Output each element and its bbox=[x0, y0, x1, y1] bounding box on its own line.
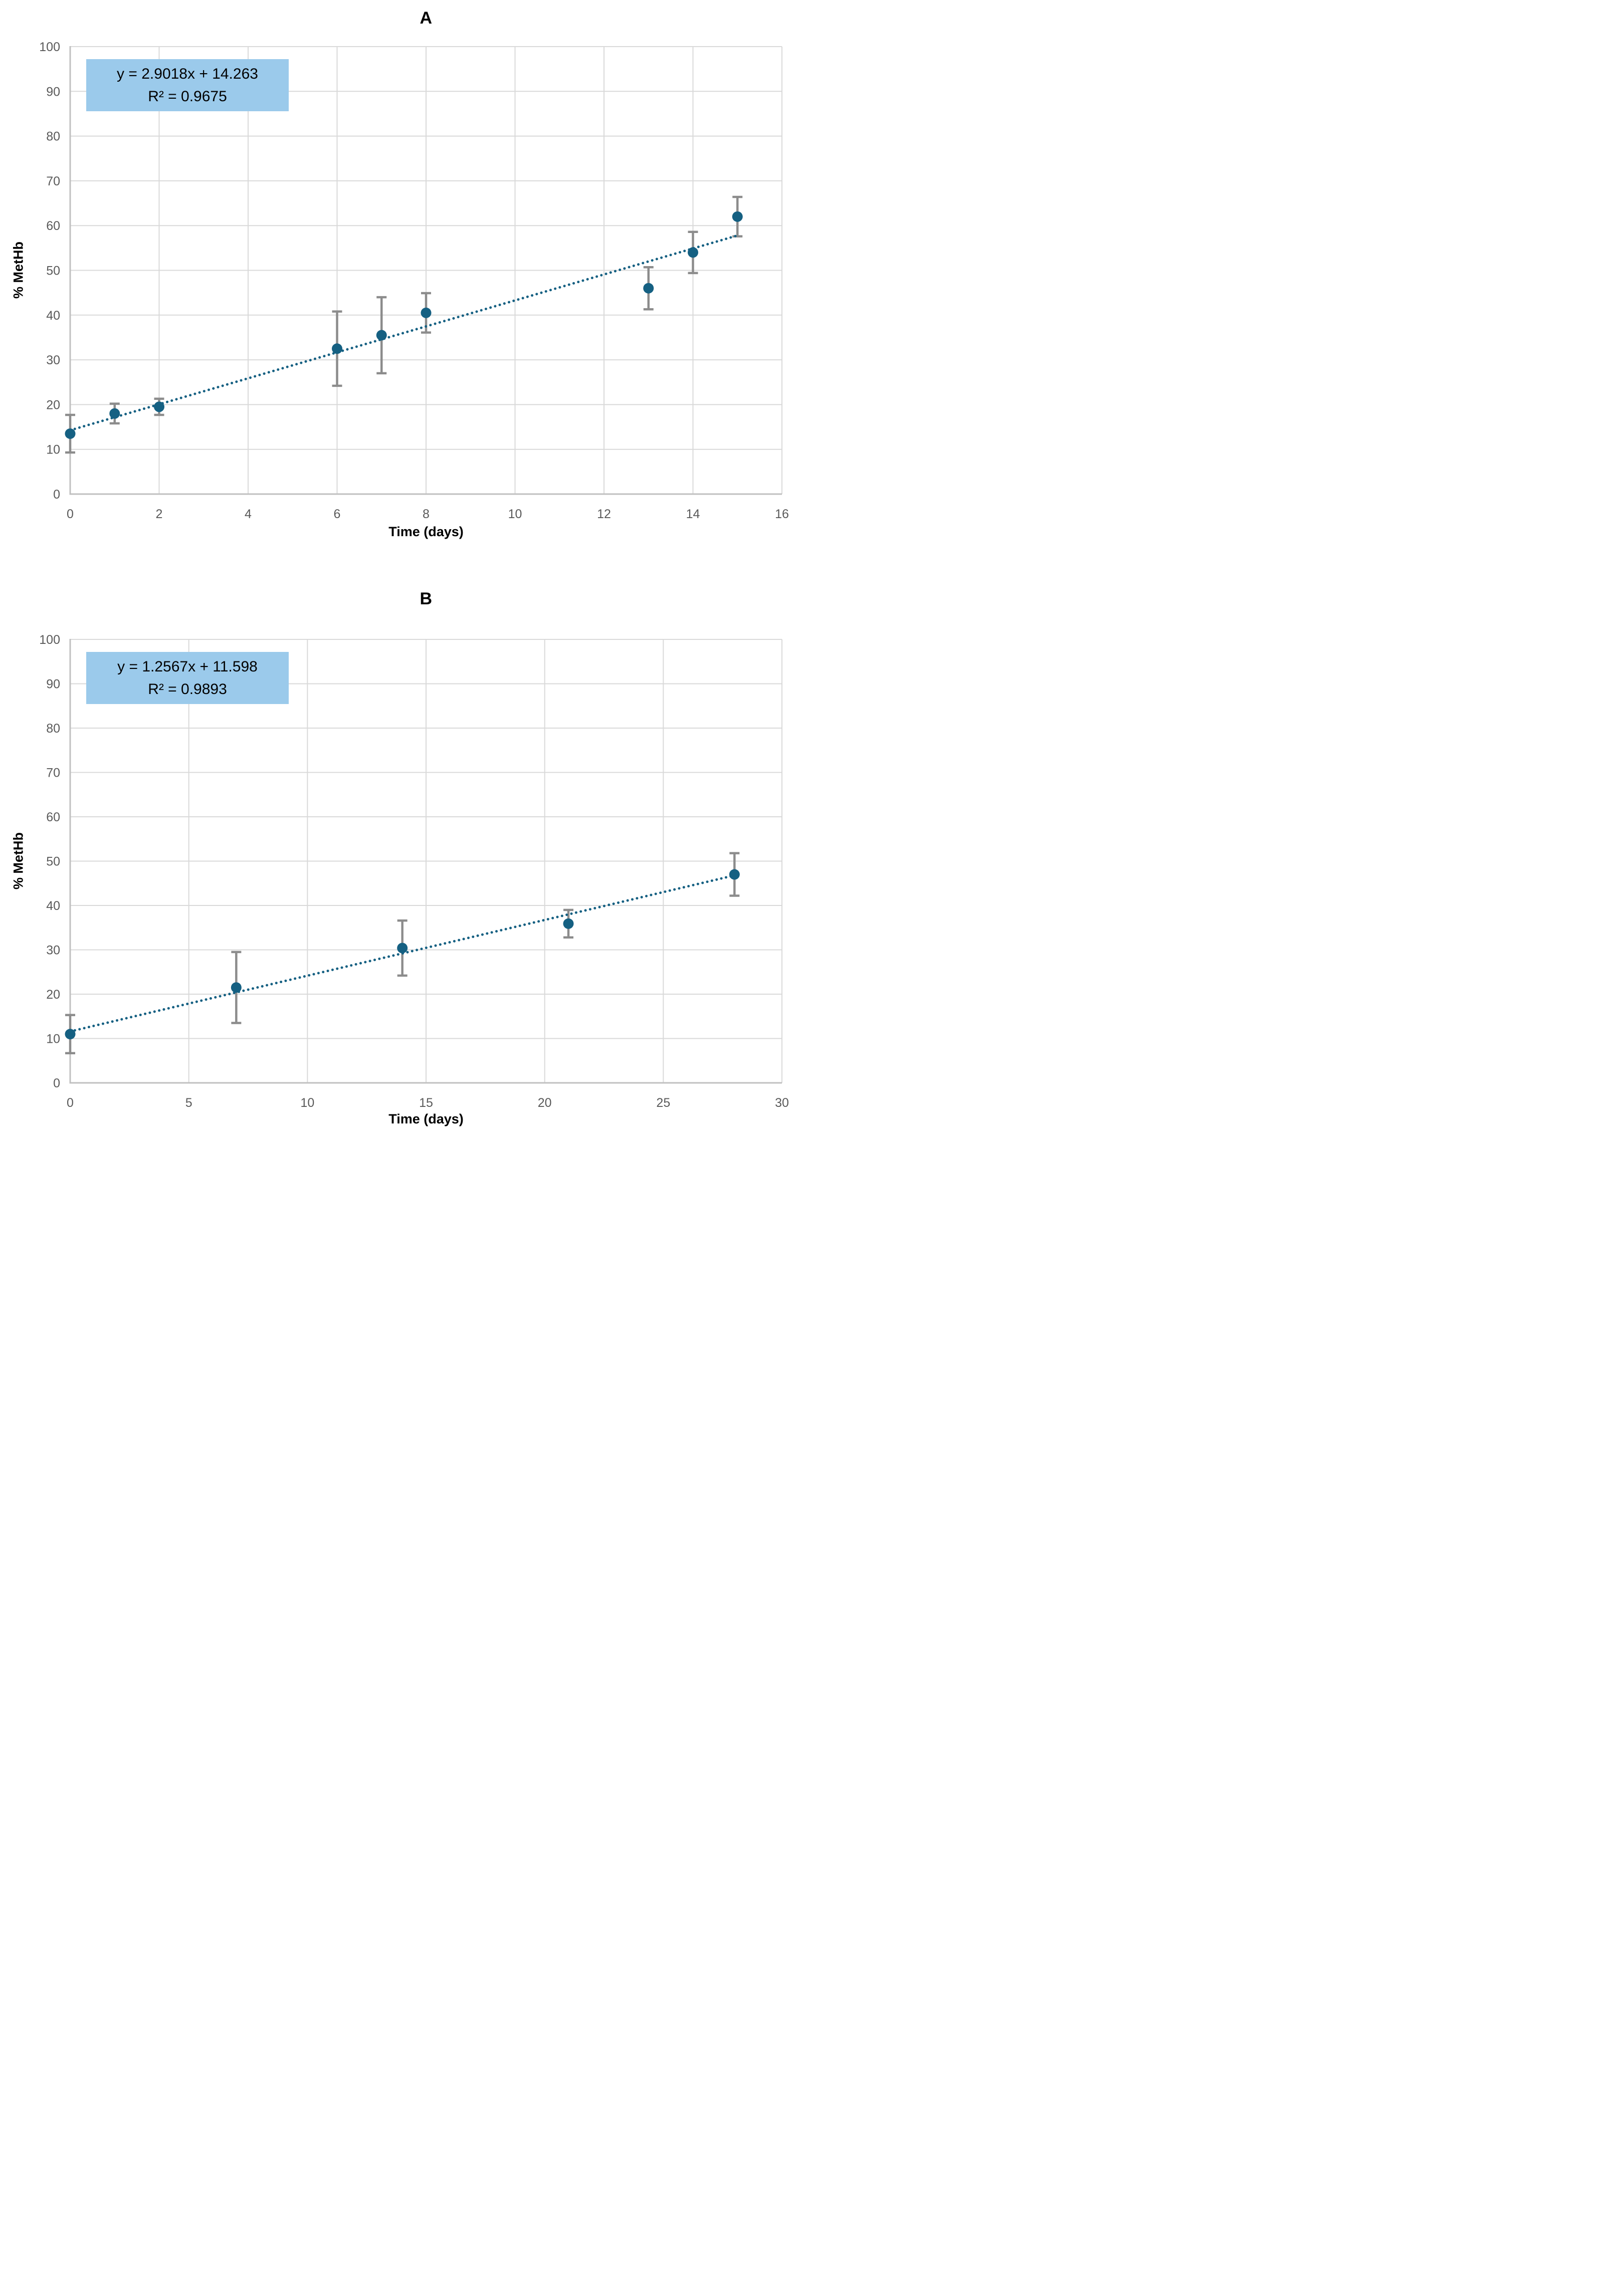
data-point-marker bbox=[231, 982, 242, 993]
data-point-marker bbox=[729, 869, 740, 880]
chart-b-equation-text: y = 1.2567x + 11.598 bbox=[117, 658, 258, 675]
y-axis-tick-label: 90 bbox=[46, 85, 60, 99]
x-axis-tick-label: 12 bbox=[597, 507, 611, 521]
chart-panel-b: 0 5 10 15 20 25 30 0 10 20 30 40 50 60 70 80 90 100 B y =… bbox=[0, 574, 808, 1148]
y-axis-tick-label: 30 bbox=[46, 353, 60, 367]
data-point-marker bbox=[397, 943, 408, 954]
x-axis-tick-label: 4 bbox=[245, 507, 252, 521]
figure-page: 0 2 4 6 8 10 12 14 16 0 10 20 30 40 50 60 70 80 90 100 A y … bbox=[0, 0, 808, 1148]
y-axis-tick-label: 40 bbox=[46, 899, 60, 913]
x-axis-tick-label: 0 bbox=[67, 1096, 74, 1110]
y-axis-tick-label: 0 bbox=[53, 488, 60, 502]
y-axis-tick-label: 10 bbox=[46, 1032, 60, 1046]
x-axis-tick-label: 6 bbox=[334, 507, 341, 521]
y-axis-tick-label: 90 bbox=[46, 677, 60, 692]
y-axis-tick-label: 70 bbox=[46, 174, 60, 188]
x-axis-tick-label: 15 bbox=[419, 1096, 433, 1110]
x-axis-tick-label: 2 bbox=[156, 507, 163, 521]
chart-panel-a: 0 2 4 6 8 10 12 14 16 0 10 20 30 40 50 60 70 80 90 100 A y … bbox=[0, 0, 808, 574]
y-axis-tick-label: 40 bbox=[46, 309, 60, 323]
chart-a-r-squared-text: R² = 0.9675 bbox=[148, 88, 227, 105]
chart-a-x-axis-title: Time (days) bbox=[388, 524, 464, 539]
x-axis-tick-label: 25 bbox=[656, 1096, 670, 1110]
y-axis-tick-label: 60 bbox=[46, 810, 60, 824]
chart-b-title: B bbox=[420, 589, 433, 608]
y-axis-tick-label: 100 bbox=[39, 633, 60, 647]
chart-a-y-axis-title-text: % MetHb bbox=[11, 242, 26, 299]
y-axis-tick-label: 80 bbox=[46, 722, 60, 736]
data-point-marker bbox=[65, 1029, 76, 1040]
y-axis-tick-label: 70 bbox=[46, 766, 60, 780]
x-axis-tick-label: 14 bbox=[686, 507, 700, 521]
data-point-marker bbox=[154, 401, 164, 412]
chart-b-equation-box: y = 1.2567x + 11.598 R² = 0.9893 bbox=[86, 652, 289, 704]
x-axis-tick-label: 8 bbox=[423, 507, 430, 521]
x-axis-tick-label: 0 bbox=[67, 507, 74, 521]
data-point-marker bbox=[109, 408, 120, 419]
y-axis-tick-label: 100 bbox=[39, 40, 60, 54]
x-axis-tick-label: 30 bbox=[775, 1096, 789, 1110]
data-point-marker bbox=[563, 918, 574, 929]
chart-a-plot-area: 0 2 4 6 8 10 12 14 16 0 10 20 30 40 50 60 70 80 90 100 bbox=[39, 40, 789, 521]
chart-b-r-squared-text: R² = 0.9893 bbox=[148, 681, 227, 698]
y-axis-tick-label: 0 bbox=[53, 1076, 60, 1090]
chart-b-plot-area: 0 5 10 15 20 25 30 0 10 20 30 40 50 60 70 80 90 100 bbox=[39, 633, 789, 1110]
chart-b-y-axis-title-text: % MetHb bbox=[11, 832, 26, 889]
data-point-marker bbox=[65, 428, 76, 439]
data-point-marker bbox=[643, 283, 654, 294]
x-axis-tick-label: 5 bbox=[185, 1096, 192, 1110]
y-axis-tick-label: 50 bbox=[46, 264, 60, 278]
x-axis-tick-label: 16 bbox=[775, 507, 789, 521]
y-axis-tick-label: 10 bbox=[46, 443, 60, 457]
chart-a-equation-text: y = 2.9018x + 14.263 bbox=[117, 66, 258, 82]
y-axis-tick-label: 20 bbox=[46, 398, 60, 412]
y-axis-tick-label: 30 bbox=[46, 944, 60, 958]
chart-b-x-axis-title: Time (days) bbox=[388, 1111, 464, 1126]
chart-a-title: A bbox=[420, 9, 433, 28]
data-point-marker bbox=[332, 343, 342, 354]
y-axis-tick-label: 60 bbox=[46, 219, 60, 233]
trendline bbox=[69, 234, 739, 432]
data-point-marker bbox=[421, 307, 432, 318]
data-point-marker bbox=[376, 330, 387, 341]
y-axis-tick-label: 80 bbox=[46, 130, 60, 144]
x-axis-tick-label: 10 bbox=[508, 507, 522, 521]
data-point-marker bbox=[688, 247, 698, 258]
y-axis-tick-label: 20 bbox=[46, 988, 60, 1002]
x-axis-tick-label: 20 bbox=[538, 1096, 552, 1110]
x-axis-tick-label: 10 bbox=[300, 1096, 314, 1110]
y-axis-tick-label: 50 bbox=[46, 855, 60, 869]
chart-a-equation-box: y = 2.9018x + 14.263 R² = 0.9675 bbox=[86, 59, 289, 111]
trendline bbox=[69, 874, 736, 1033]
data-point-marker bbox=[732, 211, 743, 222]
